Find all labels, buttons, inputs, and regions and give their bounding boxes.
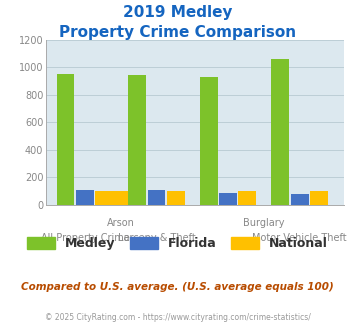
Bar [219,192,237,205]
Text: All Property Crime: All Property Crime [40,233,129,243]
Text: © 2025 CityRating.com - https://www.cityrating.com/crime-statistics/: © 2025 CityRating.com - https://www.city… [45,314,310,322]
Bar [95,191,113,205]
Text: Arson: Arson [107,218,135,228]
Bar [271,59,289,205]
Bar [310,191,328,205]
Text: Larceny & Theft: Larceny & Theft [118,233,195,243]
Legend: Medley, Florida, National: Medley, Florida, National [27,237,328,250]
Bar [239,191,256,205]
Text: Burglary: Burglary [243,218,285,228]
Bar [167,191,185,205]
Bar [56,74,75,205]
Bar [76,190,94,205]
Bar [200,78,218,205]
Text: Motor Vehicle Theft: Motor Vehicle Theft [252,233,347,243]
Text: 2019 Medley: 2019 Medley [123,5,232,20]
Bar [128,75,146,205]
Bar [291,194,308,205]
Bar [112,191,130,205]
Text: Compared to U.S. average. (U.S. average equals 100): Compared to U.S. average. (U.S. average … [21,282,334,292]
Text: Property Crime Comparison: Property Crime Comparison [59,25,296,40]
Bar [148,190,165,205]
